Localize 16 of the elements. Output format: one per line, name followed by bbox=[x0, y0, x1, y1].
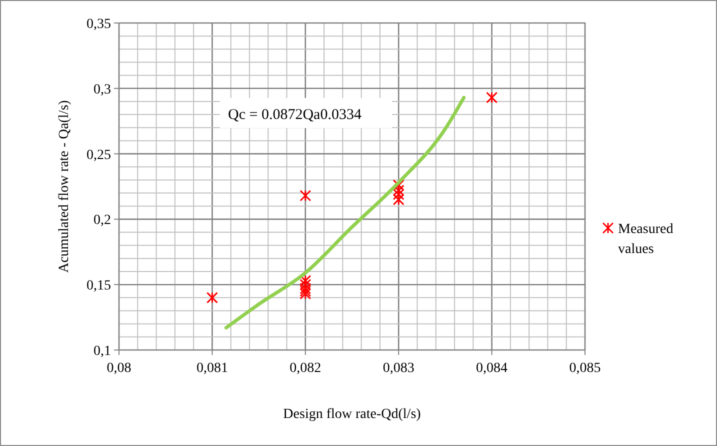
y-tick-label: 0,1 bbox=[94, 344, 111, 359]
y-tick-label: 0,35 bbox=[86, 17, 111, 32]
y-tick-label: 0,3 bbox=[94, 82, 111, 98]
x-tick-label: 0,083 bbox=[382, 361, 414, 376]
x-tick-label: 0,08 bbox=[106, 361, 132, 376]
y-tick-label: 0,15 bbox=[86, 278, 111, 294]
x-tick-label: 0,084 bbox=[476, 361, 508, 376]
x-tick-label: 0,085 bbox=[569, 361, 601, 376]
x-tick-label: 0,082 bbox=[290, 361, 322, 376]
legend-label: Measured values bbox=[618, 222, 674, 257]
y-tick-label: 0,25 bbox=[86, 148, 111, 163]
x-tick-label: 0,081 bbox=[196, 361, 228, 376]
annotation: Qc = 0.0872Qa0.0334 bbox=[228, 107, 362, 123]
y-tick-label: 0,2 bbox=[94, 213, 111, 228]
x-axis-title: Design flow rate-Qd(l/s) bbox=[283, 407, 422, 422]
y-axis-title: Acumulated flow rate - Qa(l/s) bbox=[57, 100, 72, 273]
